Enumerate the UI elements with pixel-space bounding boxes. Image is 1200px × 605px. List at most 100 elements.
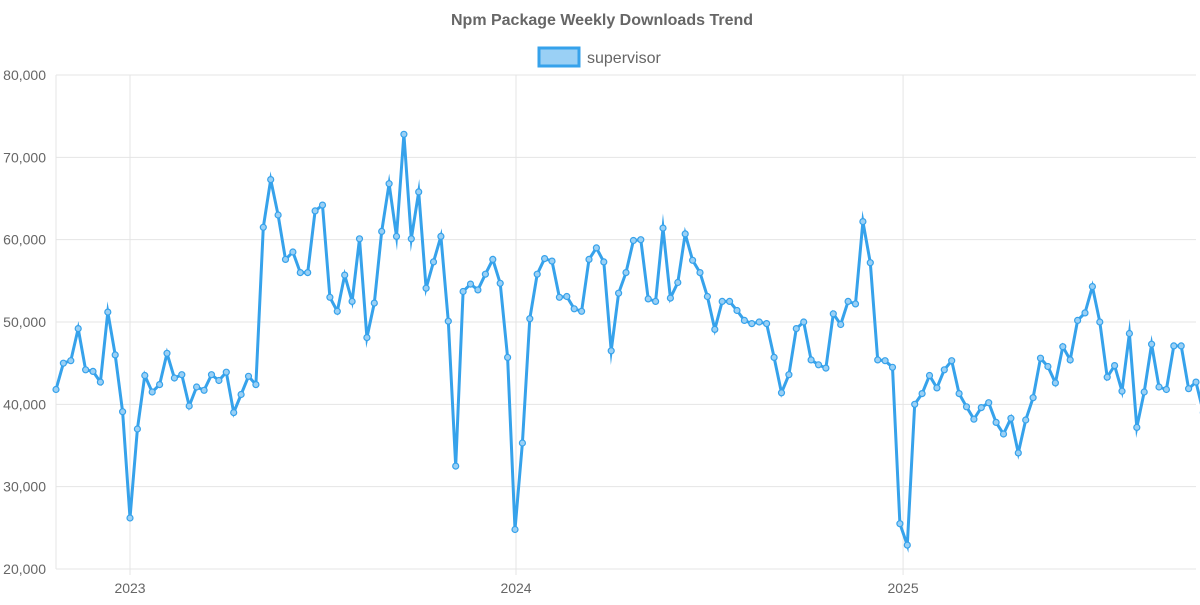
data-point[interactable] [1036,354,1045,362]
data-point[interactable] [96,378,105,386]
data-point[interactable] [400,130,408,138]
data-point[interactable] [355,235,364,243]
data-point[interactable] [148,388,156,396]
data-point[interactable] [940,366,948,374]
data-point[interactable] [629,236,638,245]
data-point[interactable] [844,297,852,305]
data-point[interactable] [1081,309,1089,317]
data-point[interactable] [518,439,527,447]
data-point[interactable] [59,359,68,367]
data-point[interactable] [133,425,141,433]
data-point[interactable] [644,295,652,303]
data-point[interactable] [392,232,401,240]
data-point[interactable] [770,353,778,361]
data-point[interactable] [903,541,911,549]
data-point[interactable] [118,408,127,416]
data-point[interactable] [222,368,230,376]
data-point[interactable] [651,297,660,305]
data-point[interactable] [725,297,734,305]
data-point[interactable] [866,259,874,267]
data-point[interactable] [718,297,726,305]
legend[interactable]: supervisor [537,46,661,68]
data-point[interactable] [289,248,297,256]
data-point[interactable] [992,418,1000,426]
data-point[interactable] [1155,383,1163,391]
data-point[interactable] [711,325,719,333]
data-point[interactable] [688,256,697,264]
data-point[interactable] [1177,342,1185,350]
data-point[interactable] [126,514,134,522]
data-point[interactable] [1192,378,1200,386]
data-point[interactable] [81,366,90,374]
data-point[interactable] [348,297,356,305]
data-point[interactable] [466,280,475,288]
data-point[interactable] [896,520,904,528]
data-point[interactable] [378,227,386,235]
data-point[interactable] [1125,329,1134,338]
data-point[interactable] [755,318,763,326]
data-point[interactable] [540,255,549,263]
data-point[interactable] [985,399,993,407]
data-point[interactable] [1110,362,1119,370]
data-point[interactable] [407,235,415,243]
data-point[interactable] [311,207,319,215]
data-point[interactable] [326,293,334,301]
data-point[interactable] [925,371,934,380]
data-point[interactable] [89,367,97,375]
data-point[interactable] [156,381,164,389]
data-point[interactable] [1014,449,1022,457]
data-point[interactable] [481,270,489,278]
data-point[interactable] [785,371,793,379]
data-point[interactable] [267,176,275,184]
data-point[interactable] [259,223,267,231]
data-point[interactable] [977,404,985,412]
data-point[interactable] [548,257,556,265]
data-point[interactable] [874,356,882,364]
data-point[interactable] [748,320,756,328]
data-point[interactable] [170,374,178,382]
data-point[interactable] [955,390,963,398]
data-point[interactable] [970,415,978,423]
data-point[interactable] [274,211,282,219]
data-point[interactable] [592,244,601,252]
data-point[interactable] [570,305,578,313]
data-point[interactable] [104,308,112,316]
data-point[interactable] [304,269,312,277]
data-point[interactable] [948,357,956,365]
data-point[interactable] [193,383,201,391]
data-point[interactable] [659,224,667,232]
data-point[interactable] [1162,385,1171,394]
data-point[interactable] [792,325,800,333]
data-point[interactable] [1059,343,1067,351]
data-point[interactable] [504,353,512,361]
data-point[interactable] [511,525,519,534]
data-point[interactable] [415,188,423,196]
data-point[interactable] [67,357,75,365]
data-point[interactable] [1022,416,1030,424]
data-point[interactable] [1118,387,1126,395]
data-point[interactable] [496,279,504,287]
data-point[interactable] [230,409,238,417]
data-point[interactable] [962,403,971,411]
data-point[interactable] [1147,340,1156,348]
data-point[interactable] [740,316,749,324]
data-point[interactable] [1170,342,1178,350]
data-point[interactable] [333,307,341,315]
data-point[interactable] [429,258,438,266]
data-point[interactable] [237,390,245,399]
data-point[interactable] [444,317,452,325]
data-point[interactable] [422,284,430,292]
data-point[interactable] [837,320,845,329]
data-point[interactable] [526,315,534,323]
data-point[interactable] [563,292,571,301]
data-point[interactable] [814,361,823,369]
data-point[interactable] [733,306,741,315]
data-point[interactable] [1029,394,1037,402]
legend-swatch-supervisor[interactable] [537,46,581,68]
data-point[interactable] [829,310,837,318]
data-point[interactable] [74,325,82,333]
data-point[interactable] [1096,318,1104,326]
data-point[interactable] [999,430,1008,438]
data-point[interactable] [674,278,682,287]
data-point[interactable] [800,318,808,326]
